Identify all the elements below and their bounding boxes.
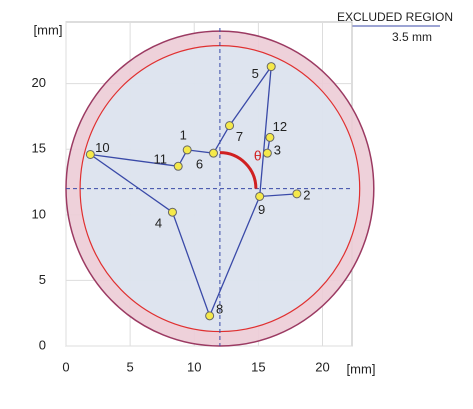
x-tick-label: 5 bbox=[127, 359, 134, 374]
y-tick-label: 0 bbox=[39, 337, 46, 352]
point-label: 3 bbox=[274, 143, 281, 158]
x-tick-label: 20 bbox=[315, 359, 329, 374]
x-tick-label: 15 bbox=[251, 359, 265, 374]
y-tick-label: 20 bbox=[32, 75, 46, 90]
point bbox=[262, 148, 272, 158]
point bbox=[265, 132, 275, 142]
angle-label: θ bbox=[254, 147, 262, 163]
point-label: 12 bbox=[273, 119, 287, 134]
point bbox=[208, 148, 218, 158]
point-label: 9 bbox=[258, 202, 265, 217]
point bbox=[292, 189, 302, 199]
point-label: 6 bbox=[196, 157, 203, 172]
x-tick-label: 10 bbox=[187, 359, 201, 374]
point bbox=[255, 191, 265, 201]
y-axis-label: [mm] bbox=[34, 22, 63, 37]
point bbox=[167, 207, 177, 217]
point-label: 1 bbox=[180, 127, 187, 142]
y-tick-label: 10 bbox=[32, 206, 46, 221]
point bbox=[173, 161, 183, 171]
point bbox=[85, 149, 95, 159]
point bbox=[225, 121, 235, 131]
x-tick-label: 0 bbox=[62, 359, 69, 374]
point-label: 8 bbox=[216, 301, 223, 316]
point bbox=[205, 311, 215, 321]
point-label: 5 bbox=[252, 66, 259, 81]
point-label: 11 bbox=[153, 152, 167, 167]
point-label: 2 bbox=[303, 187, 310, 202]
x-axis-label: [mm] bbox=[347, 361, 376, 376]
y-tick-label: 5 bbox=[39, 272, 46, 287]
point bbox=[182, 145, 192, 155]
y-tick-label: 15 bbox=[32, 141, 46, 156]
point-label: 4 bbox=[155, 216, 162, 231]
angle-arc bbox=[219, 151, 258, 189]
point bbox=[266, 62, 276, 72]
annotation: EXCLUDED REGION bbox=[337, 10, 453, 24]
width-label: 3.5 mm bbox=[392, 30, 432, 44]
point-label: 7 bbox=[236, 129, 243, 144]
point-label: 10 bbox=[95, 140, 109, 155]
